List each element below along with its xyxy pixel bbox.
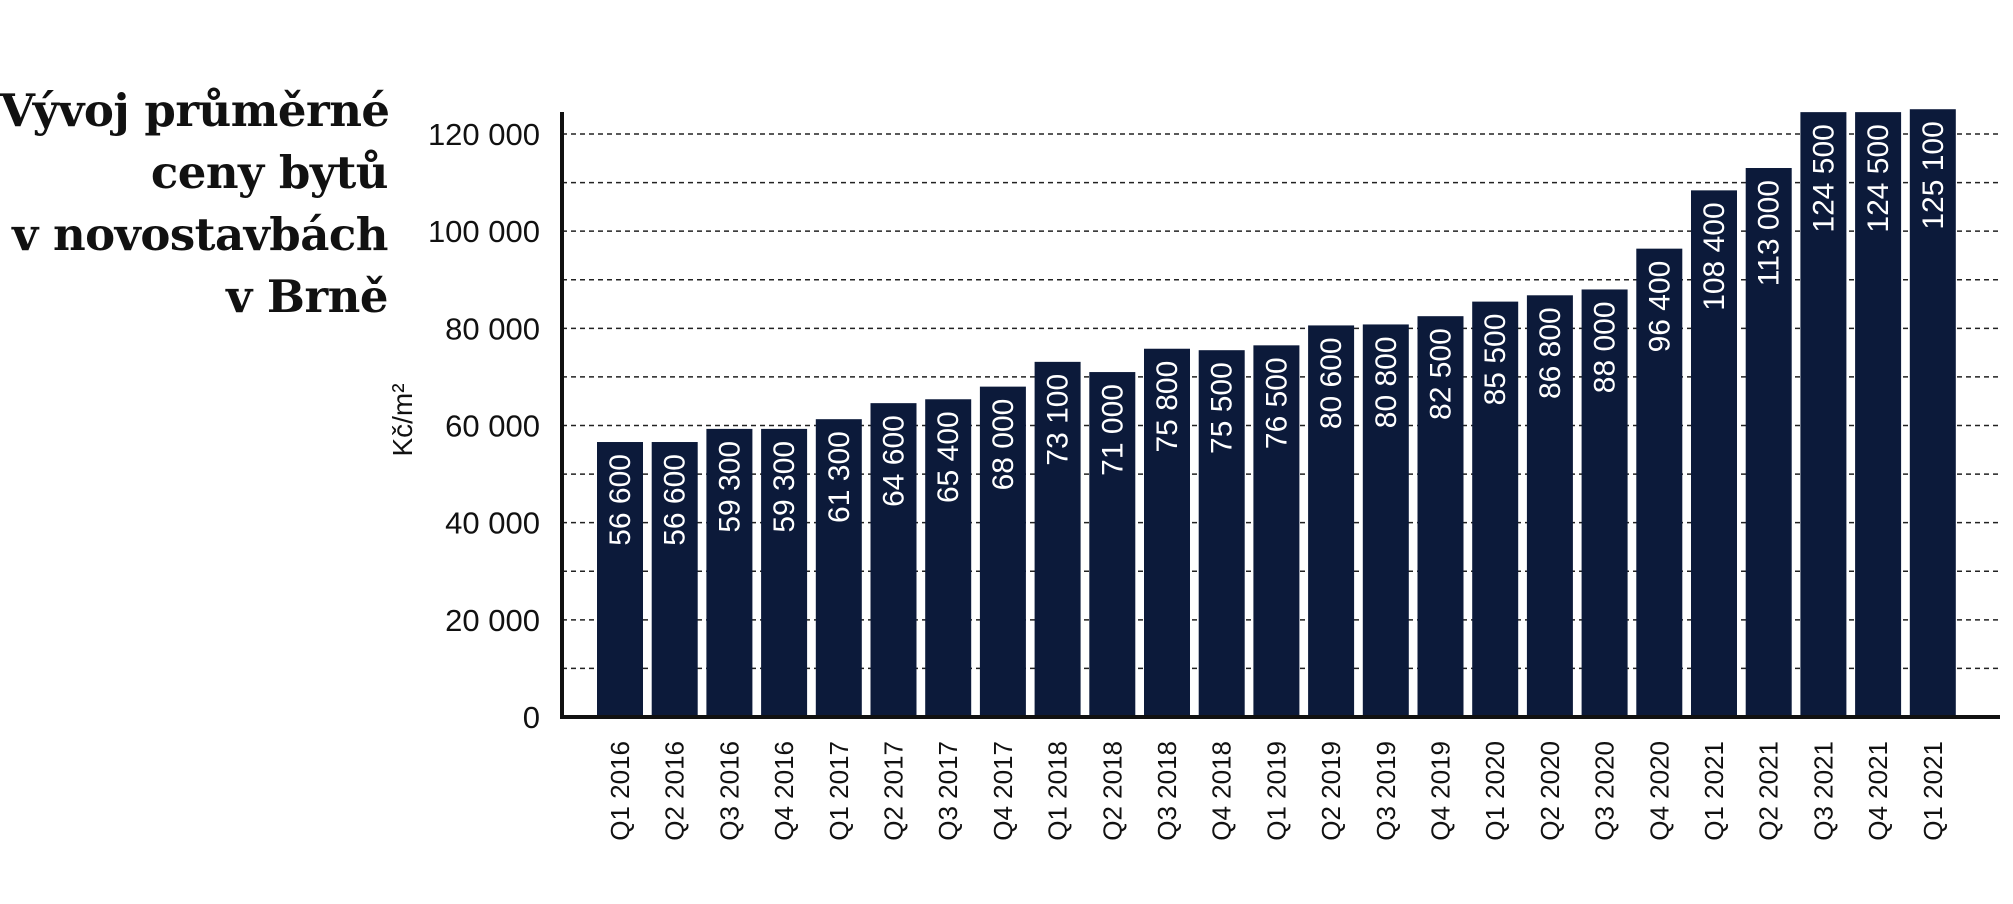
bar [1362, 324, 1409, 717]
x-tick-label: Q4 2016 [769, 741, 799, 841]
bar [1034, 361, 1081, 717]
x-tick-label: Q4 2017 [988, 741, 1018, 841]
bar [1691, 190, 1737, 717]
x-tick-label: Q3 2021 [1808, 741, 1838, 841]
bar [1144, 348, 1190, 717]
bar-value-label: 96 400 [1643, 261, 1676, 353]
x-tick-labels: Q1 2016 Q2 2016 Q3 2016 Q4 2016 Q1 2017 Q2 20… [605, 741, 1948, 841]
bar-value-label: 85 500 [1479, 314, 1512, 406]
x-tick-label: Q1 2020 [1480, 741, 1510, 841]
bar [1909, 109, 1956, 717]
x-tick-label: Q4 2020 [1644, 741, 1674, 841]
x-tick-label: Q3 2019 [1371, 741, 1401, 841]
title-line-2: ceny bytů [150, 146, 389, 199]
bar [925, 399, 972, 717]
bars: 56 600 56 600 59 300 59 300 61 300 64 600 65 4… [597, 109, 1956, 718]
bar-value-label: 80 600 [1315, 337, 1348, 429]
bar [1800, 112, 1847, 717]
title-line-4: v Brně [226, 270, 388, 323]
bar-value-label: 65 400 [932, 411, 965, 503]
x-tick-label: Q3 2017 [933, 741, 963, 841]
x-tick-label: Q2 2018 [1097, 741, 1127, 841]
bar [979, 386, 1026, 717]
x-tick-label: Q4 2018 [1207, 741, 1237, 841]
bar [1308, 325, 1355, 717]
x-tick-label: Q1 2017 [824, 741, 854, 841]
x-tick-label: Q1 2018 [1043, 741, 1073, 841]
bar-value-label: 75 500 [1206, 362, 1239, 454]
bar-value-label: 124 500 [1807, 124, 1840, 232]
bar-value-label: 124 500 [1862, 124, 1895, 232]
bar [1526, 295, 1573, 717]
x-tick-label: Q3 2016 [714, 741, 744, 841]
bar [870, 403, 917, 717]
bar [1855, 112, 1902, 717]
x-tick-label: Q3 2020 [1590, 741, 1620, 841]
bar [597, 442, 643, 717]
bar-value-label: 59 300 [768, 441, 801, 533]
bar [815, 419, 862, 717]
bar [706, 428, 753, 717]
bar-value-label: 80 800 [1370, 336, 1403, 428]
bar-value-label: 108 400 [1698, 202, 1731, 310]
bar [1745, 168, 1792, 718]
bar [651, 442, 698, 717]
x-tick-label: Q2 2019 [1316, 741, 1346, 841]
chart-title: Vývoj průměrné ceny bytů v novostavbách … [0, 80, 390, 328]
y-tick-label: 120 000 [428, 117, 540, 152]
bar [1581, 289, 1628, 717]
x-tick-label: Q4 2019 [1426, 741, 1456, 841]
bar [1472, 301, 1519, 717]
bar-value-label: 59 300 [713, 441, 746, 533]
x-tick-label: Q4 2021 [1863, 741, 1893, 841]
bar-value-label: 71 000 [1096, 384, 1129, 476]
title-line-3: v novostavbách [12, 208, 388, 261]
bar-value-label: 125 100 [1917, 121, 1950, 229]
y-tick-label: 0 [523, 700, 540, 735]
bar-value-label: 64 600 [878, 415, 911, 507]
bar [1636, 248, 1683, 717]
title-line-1: Vývoj průměrné [0, 84, 390, 137]
bar-value-label: 56 600 [604, 454, 637, 546]
bar-value-label: 75 800 [1151, 361, 1184, 453]
bar-value-label: 113 000 [1753, 180, 1786, 286]
x-tick-label: Q1 2021 [1699, 741, 1729, 841]
bar-value-label: 73 100 [1042, 374, 1075, 466]
bar [1417, 316, 1464, 717]
x-tick-label: Q2 2016 [660, 741, 690, 841]
x-tick-label: Q2 2020 [1535, 741, 1565, 841]
bar-value-label: 88 000 [1589, 301, 1622, 393]
bar [1089, 372, 1136, 717]
bar-value-label: 61 300 [823, 431, 856, 523]
bar [1198, 350, 1245, 717]
x-tick-label: Q2 2017 [879, 741, 909, 841]
bar [1253, 345, 1300, 717]
y-tick-label: 100 000 [428, 214, 540, 249]
axes [560, 112, 2000, 719]
y-tick-label: 40 000 [445, 506, 540, 541]
bar-value-label: 82 500 [1425, 328, 1458, 420]
bar-value-label: 56 600 [659, 454, 692, 546]
y-tick-label: 60 000 [445, 409, 540, 444]
bar [761, 428, 808, 717]
y-tick-label: 80 000 [445, 311, 540, 346]
bar-value-label: 76 500 [1260, 357, 1293, 449]
x-tick-label: Q3 2018 [1152, 741, 1182, 841]
x-tick-label: Q1 2019 [1261, 741, 1291, 841]
y-axis-title: Kč/m² [387, 383, 418, 456]
bar-value-label: 86 800 [1534, 307, 1567, 399]
y-tick-labels: 0 20 000 40 000 60 000 80 000 100 000 120 000 [428, 117, 540, 735]
bar-value-label: 68 000 [987, 399, 1020, 491]
x-tick-label: Q1 2016 [605, 741, 635, 841]
x-tick-label: Q1 2021 [1918, 741, 1948, 841]
y-tick-label: 20 000 [445, 603, 540, 638]
x-tick-label: Q2 2021 [1754, 741, 1784, 841]
